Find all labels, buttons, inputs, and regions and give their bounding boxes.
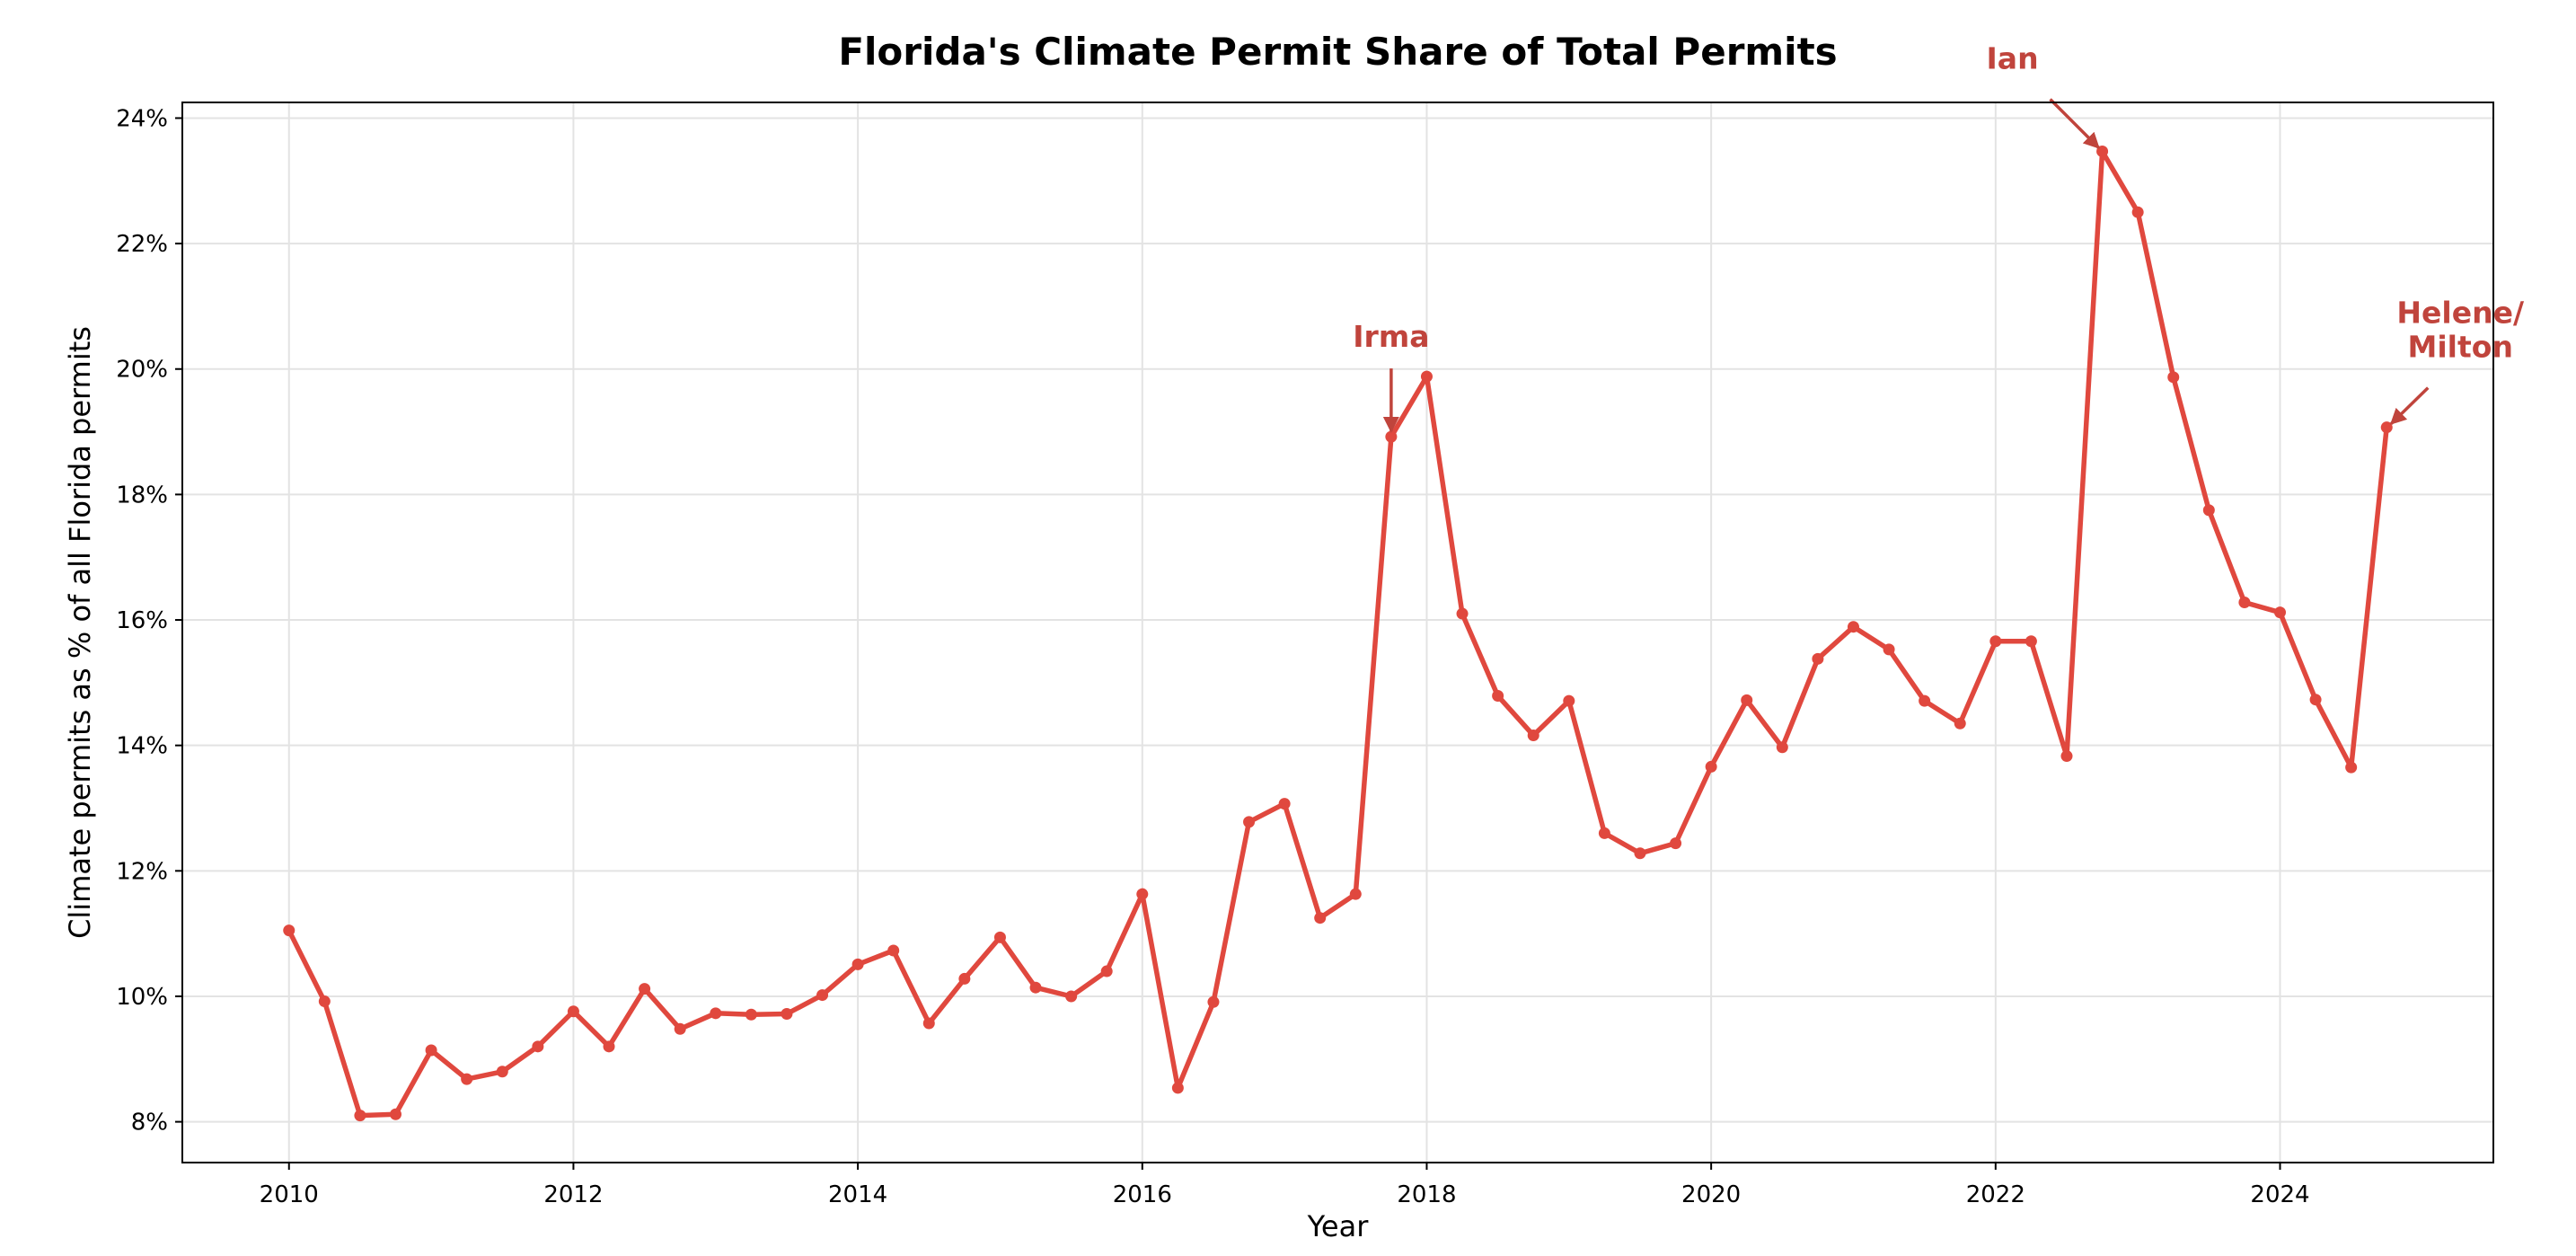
data-point [283, 924, 296, 937]
y-tick-label: 10% [116, 984, 168, 1011]
annotation-arrow [2049, 98, 2100, 149]
data-point [2309, 694, 2322, 706]
data-point [1492, 690, 1504, 703]
data-point [390, 1108, 402, 1120]
data-point [496, 1066, 508, 1078]
data-point [1456, 607, 1469, 620]
data-point [1349, 888, 1362, 900]
data-point [567, 1005, 579, 1018]
data-point [851, 958, 864, 970]
x-axis-ticks: 2010 2012 2014 2016 2018 2020 2022 2024 [260, 1163, 2310, 1208]
annotations: Irma Ian Helene/Milton [1353, 40, 2525, 433]
data-point [1776, 741, 1788, 754]
data-point [674, 1022, 686, 1035]
data-point [318, 995, 331, 1008]
data-point [2131, 206, 2144, 218]
x-tick-label: 2014 [828, 1181, 887, 1208]
annotation-label: Irma [1353, 319, 1429, 354]
data-point [1883, 643, 1895, 656]
annotation-1: Ian [1987, 40, 2100, 149]
x-tick-label: 2010 [260, 1181, 319, 1208]
data-point [1065, 990, 1078, 1003]
data-point [1100, 965, 1113, 977]
y-tick-label: 20% [116, 357, 168, 384]
series-line [287, 148, 2389, 1119]
annotation-label: Ian [1987, 40, 2039, 75]
x-tick-label: 2020 [1681, 1181, 1741, 1208]
x-tick-label: 2012 [543, 1181, 603, 1208]
data-point [639, 983, 651, 995]
y-tick-label: 18% [116, 482, 168, 509]
annotation-label: Helene/ [2396, 296, 2525, 331]
data-point [1634, 847, 1646, 860]
data-point [2167, 371, 2180, 384]
data-point [1847, 621, 1859, 633]
annotation-label: Milton [2408, 330, 2513, 365]
data-point [1420, 370, 1433, 383]
data-point [710, 1007, 722, 1020]
y-tick-label: 22% [116, 231, 168, 258]
data-point [2025, 635, 2037, 648]
data-point [1563, 694, 1575, 707]
data-point [887, 944, 900, 957]
data-point [1385, 430, 1398, 443]
data-point [1278, 798, 1291, 810]
y-tick-label: 14% [116, 733, 168, 760]
x-tick-label: 2016 [1113, 1181, 1172, 1208]
data-point [781, 1008, 793, 1021]
annotation-0: Irma [1353, 319, 1429, 433]
data-point [1207, 995, 1220, 1008]
plot-frame [181, 102, 2494, 1163]
x-tick-label: 2018 [1397, 1181, 1456, 1208]
data-point [2345, 761, 2358, 774]
y-tick-label: 12% [116, 858, 168, 885]
data-point [1029, 981, 1042, 994]
annotation-2: Helene/Milton [2389, 296, 2525, 425]
data-point [532, 1040, 544, 1053]
y-tick-label: 16% [116, 607, 168, 634]
data-point [993, 931, 1006, 943]
grid-lines [182, 102, 2493, 1163]
data-point [1670, 837, 1682, 850]
data-point [1598, 827, 1610, 839]
x-tick-label: 2024 [2250, 1181, 2309, 1208]
data-point [816, 989, 829, 1002]
data-point [1243, 816, 1256, 828]
y-axis-label: Climate permits as % of all Florida perm… [63, 326, 97, 939]
data-point [1919, 694, 1931, 707]
data-point [1136, 888, 1149, 900]
y-tick-label: 24% [116, 105, 168, 132]
data-point [1954, 717, 1966, 730]
data-point [2060, 750, 2073, 763]
y-axis-ticks: 8% 10% 12% 14% 16% 18% 20% 22% 24% [116, 105, 182, 1137]
x-axis-label: Year [1307, 1209, 1370, 1243]
data-point [1527, 730, 1539, 742]
x-tick-label: 2022 [1966, 1181, 2025, 1208]
data-point [354, 1110, 366, 1122]
data-point [2238, 596, 2251, 608]
data-point [1171, 1082, 1184, 1094]
data-point [958, 972, 971, 985]
annotation-arrow [2389, 386, 2430, 425]
data-point [1741, 694, 1753, 706]
data-point [1314, 912, 1327, 924]
data-point [2202, 504, 2215, 517]
chart-title: Florida's Climate Permit Share of Total … [838, 30, 1837, 74]
data-point [603, 1040, 615, 1053]
data-point [745, 1008, 757, 1021]
data-point [922, 1017, 935, 1030]
data-point [2380, 421, 2393, 434]
data-point [2273, 606, 2286, 619]
data-point [1812, 652, 1824, 665]
data-series [283, 145, 2393, 1122]
data-point [461, 1073, 473, 1085]
y-tick-label: 8% [131, 1110, 168, 1137]
data-point [1705, 760, 1717, 773]
data-point [1989, 635, 2002, 648]
data-point [425, 1044, 437, 1057]
